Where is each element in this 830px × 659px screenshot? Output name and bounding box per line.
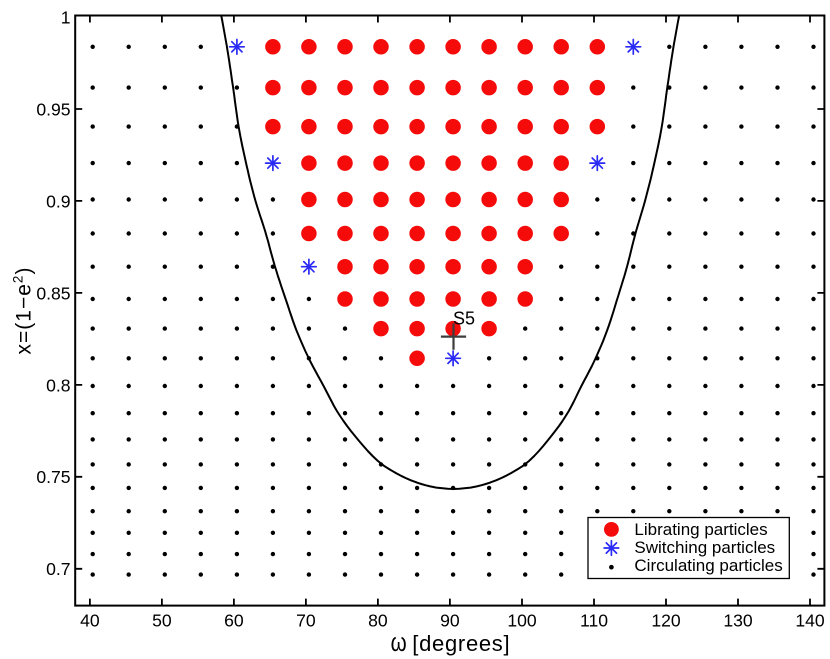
svg-text:0.95: 0.95 [36,99,70,119]
svg-text:80: 80 [368,611,388,631]
svg-text:0.75: 0.75 [36,467,70,487]
svg-text:130: 130 [723,611,753,631]
svg-text:0.85: 0.85 [36,283,70,303]
svg-text:1: 1 [61,7,71,27]
svg-text:110: 110 [580,611,608,631]
svg-text:0.9: 0.9 [46,191,70,211]
svg-text:Circulating particles: Circulating particles [634,556,782,575]
svg-text:140: 140 [795,611,825,631]
svg-text:40: 40 [80,611,100,631]
svg-text:0.8: 0.8 [46,375,71,395]
svg-text:50: 50 [152,611,172,631]
svg-text:0.7: 0.7 [46,559,70,579]
svg-text:100: 100 [507,611,537,631]
svg-text:Librating particles: Librating particles [634,520,767,539]
svg-text:120: 120 [651,611,681,631]
svg-text:Switching particles: Switching particles [634,538,775,557]
svg-text:90: 90 [440,611,460,631]
svg-text:[degrees]: [degrees] [412,631,510,656]
svg-text:70: 70 [296,611,316,631]
svg-text:60: 60 [224,611,244,631]
svg-text:S5: S5 [453,309,475,329]
svg-text:ω: ω [391,628,407,657]
